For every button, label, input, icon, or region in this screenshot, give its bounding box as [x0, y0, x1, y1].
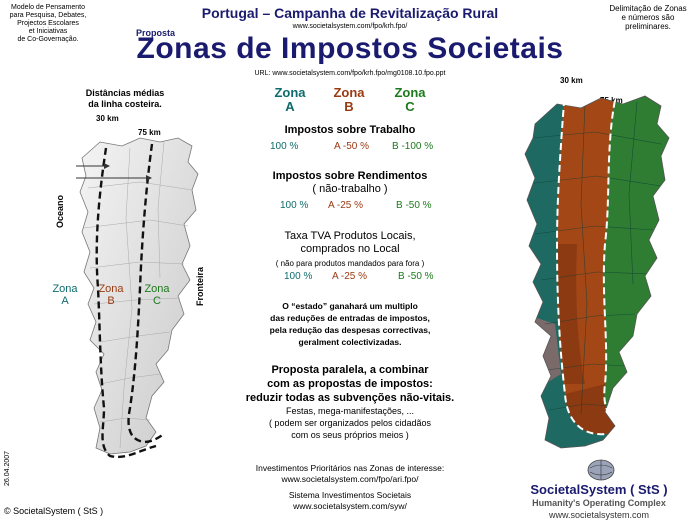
investments-note: Investimentos Prioritários nas Zonas de …	[255, 463, 445, 484]
url-line: URL: www.societalsystem.com/fpo/krh.fpo/…	[254, 70, 446, 77]
header-right-note: Delimitação de Zonas e números são preli…	[609, 4, 687, 31]
header-left-note: Modelo de Pensamento para Pesquisa, Deba…	[9, 4, 87, 43]
brand-tagline: Humanity's Operating Complex	[532, 498, 666, 508]
copyright: © SocietalSystem ( StS )	[4, 506, 104, 516]
center-zone-a: Zona A	[274, 85, 306, 114]
labour-tax-title: Impostos sobre Trabalho	[284, 124, 416, 136]
right-portugal-zone-map	[524, 87, 670, 449]
brand-name: SocietalSystem ( StS )	[530, 482, 668, 497]
url-top: www.societalsystem.com/fpo/krh.fpo/	[292, 23, 408, 30]
center-zone-c: Zona C	[394, 85, 426, 114]
vat-title: Taxa TVA Produtos Locais, comprados no Lo…	[284, 230, 416, 255]
left-km75-label: 75 km	[138, 128, 161, 137]
vat-note: ( não para produtos mandados para fora )	[275, 259, 425, 268]
ocean-label: Oceano	[55, 194, 65, 228]
proposta-label: Proposta	[136, 28, 176, 38]
left-map-caption: Distâncias médias da linha costeira.	[85, 88, 165, 109]
center-zone-b: Zona B	[333, 85, 365, 114]
right-km30-label: 30 km	[560, 76, 583, 85]
parallel-proposal: Proposta paralela, a combinar com as prop…	[245, 364, 455, 404]
border-label: Fronteira	[195, 266, 205, 306]
parallel-proposal-note: Festas, mega-manifestações, ...( podem s…	[268, 406, 432, 440]
left-km30-label: 30 km	[96, 114, 119, 123]
globe-logo-icon	[587, 459, 615, 481]
left-portugal-map	[76, 137, 199, 459]
income-tax-title: Impostos sobre Rendimentos( não-trabalho…	[272, 170, 428, 195]
brand-url: www.societalsystem.com	[548, 510, 650, 520]
left-zone-b: Zona B	[98, 283, 124, 307]
date-label: 26.04.2007	[4, 450, 11, 486]
system-note: Sistema Investimentos Societais www.socie…	[288, 490, 412, 511]
supertitle: Portugal – Campanha de Revitalização Rur…	[201, 5, 499, 21]
page-title: Zonas de Impostos Societais	[136, 32, 564, 65]
left-zone-c: Zona C	[144, 283, 170, 307]
left-zone-a: Zona A	[52, 283, 78, 307]
state-note: O “estado” ganahará um multiplo das reduç…	[269, 301, 431, 347]
